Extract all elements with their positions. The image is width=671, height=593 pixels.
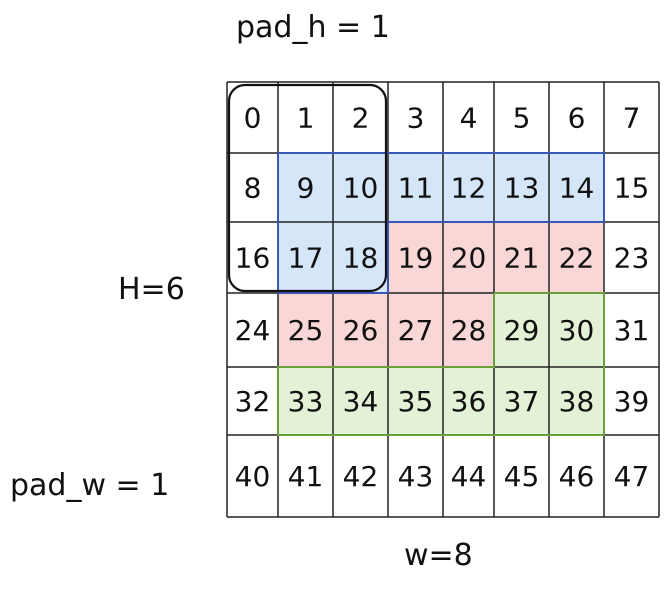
grid-cell-number: 11	[398, 172, 434, 205]
grid-cell-number: 44	[451, 460, 487, 493]
grid-cell-number: 43	[398, 460, 434, 493]
grid-cell-number: 18	[343, 242, 379, 275]
red-cell-fill	[549, 222, 604, 293]
blue-cell-fill	[494, 153, 549, 222]
green-cell-fill	[388, 367, 443, 435]
grid-cell-number: 24	[235, 314, 271, 347]
pad-h-label: pad_h = 1	[236, 10, 390, 45]
grid-cell-number: 4	[460, 102, 478, 135]
grid-cell-number: 9	[297, 172, 315, 205]
green-cell-fill	[494, 293, 549, 367]
grid-cell-number: 26	[343, 314, 379, 347]
blue-cell-fill	[278, 222, 333, 293]
green-cell-fill	[494, 367, 549, 435]
blue-cell-fill	[333, 222, 388, 293]
grid-cell-number: 41	[288, 460, 324, 493]
blue-cell-fill	[388, 153, 443, 222]
red-cell-fill	[443, 222, 494, 293]
kernel-window-outline	[227, 83, 388, 293]
grid-cell-number: 31	[614, 314, 650, 347]
red-cell-fill	[388, 222, 443, 293]
green-cell-fill	[443, 367, 494, 435]
red-cell-fill	[388, 293, 443, 367]
width-label: w=8	[404, 538, 473, 573]
grid-cell-number: 21	[504, 242, 540, 275]
grid-cell-number: 25	[288, 314, 324, 347]
grid-cell-number: 15	[614, 172, 650, 205]
grid-cell-number: 29	[504, 314, 540, 347]
grid-cell-number: 1	[297, 102, 315, 135]
pad-w-label: pad_w = 1	[10, 468, 170, 503]
blue-cell-fill	[443, 153, 494, 222]
grid-cell-number: 32	[235, 385, 271, 418]
grid-cell-number: 2	[352, 102, 370, 135]
grid-cell-number: 23	[614, 242, 650, 275]
grid-cell-number: 46	[559, 460, 595, 493]
grid-cell-number: 14	[559, 172, 595, 205]
grid-cell-number: 7	[623, 102, 641, 135]
blue-cell-fill	[549, 153, 604, 222]
grid-cell-number: 8	[244, 172, 262, 205]
grid-cell-number: 28	[451, 314, 487, 347]
green-cell-fill	[549, 367, 604, 435]
grid-cell-number: 16	[235, 242, 271, 275]
grid-cell-number: 5	[513, 102, 531, 135]
red-cell-fill	[278, 293, 333, 367]
red-cell-fill	[443, 293, 494, 367]
blue-cell-fill	[278, 153, 333, 222]
grid-cell-number: 40	[235, 460, 271, 493]
grid-cell-number: 20	[451, 242, 487, 275]
red-cell-fill	[494, 222, 549, 293]
grid-cell-number: 0	[244, 102, 262, 135]
grid-cell-number: 35	[398, 385, 434, 418]
grid-cell-number: 13	[504, 172, 540, 205]
grid-cell-number: 38	[559, 385, 595, 418]
grid-cell-number: 12	[451, 172, 487, 205]
grid-cell-number: 45	[504, 460, 540, 493]
grid-cell-number: 17	[288, 242, 324, 275]
grid-cell-number: 37	[504, 385, 540, 418]
green-cell-fill	[549, 293, 604, 367]
height-label: H=6	[118, 272, 185, 307]
grid-cell-number: 6	[568, 102, 586, 135]
grid-cell-number: 27	[398, 314, 434, 347]
grid-cell-number: 36	[451, 385, 487, 418]
grid-cell-number: 34	[343, 385, 379, 418]
red-cell-fill	[333, 293, 388, 367]
grid-cell-number: 42	[343, 460, 379, 493]
grid-cell-number: 10	[343, 172, 379, 205]
grid-cell-number: 47	[614, 460, 650, 493]
blue-region-outline	[277, 152, 605, 294]
green-cell-fill	[278, 367, 333, 435]
blue-cell-fill	[333, 153, 388, 222]
grid-cell-number: 33	[288, 385, 324, 418]
green-cell-fill	[333, 367, 388, 435]
grid-cell-number: 30	[559, 314, 595, 347]
grid-cell-number: 22	[559, 242, 595, 275]
grid-cell-number: 39	[614, 385, 650, 418]
grid-cell-number: 3	[407, 102, 425, 135]
green-region-outline	[277, 292, 605, 436]
grid-cell-number: 19	[398, 242, 434, 275]
